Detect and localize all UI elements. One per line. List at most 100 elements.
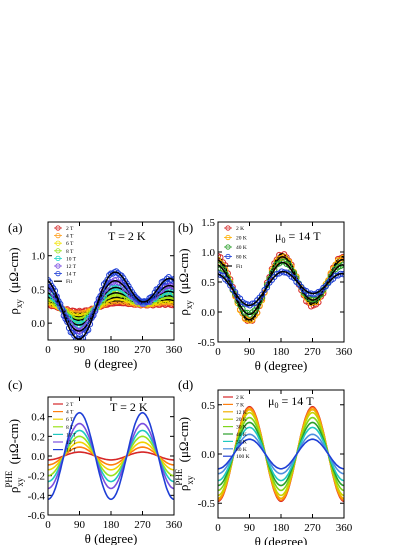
legend-label: 6 T xyxy=(66,417,74,423)
x-tick-label: 360 xyxy=(336,346,353,358)
legend-label: 10 T xyxy=(66,256,77,262)
series-line xyxy=(218,421,344,487)
legend-label: 50 K xyxy=(236,439,247,445)
x-tick-label: 90 xyxy=(74,519,86,531)
y-label-subscript: xy xyxy=(15,477,25,487)
legend-marker xyxy=(55,263,61,269)
legend-label: 30 K xyxy=(236,425,247,431)
x-axis-label: θ (degree) xyxy=(85,356,138,371)
x-tick-label: 360 xyxy=(336,522,353,534)
fit-line xyxy=(48,271,174,340)
fit-line xyxy=(48,280,174,332)
y-tick-label: 1.0 xyxy=(31,251,45,263)
data-point xyxy=(125,283,132,290)
y-label-units: (μΩ-cm) xyxy=(6,419,21,468)
fit-line xyxy=(218,270,344,307)
data-point xyxy=(99,286,106,294)
y-tick-label: 0.0 xyxy=(31,451,45,463)
series-line xyxy=(48,435,174,477)
series-line xyxy=(218,433,344,475)
y-tick-label: -0.5 xyxy=(198,337,216,349)
series-line xyxy=(48,446,174,466)
legend-marker xyxy=(55,270,61,277)
data-point xyxy=(278,258,285,265)
legend-label: 2 K xyxy=(236,226,244,232)
legend-fit-label: Fit xyxy=(236,264,243,270)
annotation-rest: = 14 T xyxy=(278,394,314,408)
legend-marker xyxy=(55,255,61,261)
series-line xyxy=(48,411,174,501)
annotation-sub: 0 xyxy=(281,236,285,245)
annotation: T = 2 K xyxy=(108,229,146,243)
legend-label: 40 K xyxy=(236,432,247,438)
panel-label: (a) xyxy=(8,220,22,235)
x-tick-label: 360 xyxy=(166,519,183,531)
legend-fit-label: Fit xyxy=(66,279,73,285)
legend-label: 20 K xyxy=(236,236,247,242)
x-tick-label: 90 xyxy=(74,344,86,356)
legend-label: 40 K xyxy=(236,245,247,251)
panel-label: (b) xyxy=(178,220,193,235)
y-label-subscript: xy xyxy=(14,299,24,309)
legend-marker xyxy=(55,225,61,231)
data-point xyxy=(259,291,266,298)
y-axis-label: ρxy (μΩ-cm) xyxy=(176,248,194,315)
x-axis-label: θ (degree) xyxy=(85,531,138,545)
y-tick-label: -0.6 xyxy=(28,510,46,522)
y-axis-label: ρxyPHE (μΩ-cm) xyxy=(4,419,25,493)
y-tick-label: -0.2 xyxy=(28,471,45,483)
y-label-symbol: ρ xyxy=(6,487,21,494)
x-tick-label: 270 xyxy=(304,346,321,358)
legend-marker xyxy=(225,225,231,231)
legend-label: 4 T xyxy=(66,234,74,240)
y-tick-label: 0.4 xyxy=(31,412,45,424)
data-group xyxy=(218,405,344,503)
series-line xyxy=(48,451,174,461)
annotation: μ0 = 14 T xyxy=(268,394,314,410)
data-point xyxy=(219,266,226,273)
x-tick-label: 0 xyxy=(215,346,221,358)
legend-label: 20 K xyxy=(236,417,247,423)
y-tick-label: 0.2 xyxy=(31,431,45,443)
data-point xyxy=(149,293,157,300)
data-point xyxy=(48,279,53,286)
x-tick-label: 0 xyxy=(45,519,51,531)
series-line xyxy=(218,438,344,470)
legend-label: 100 K xyxy=(236,454,250,460)
y-label-superscript: PHE xyxy=(174,468,184,486)
legend-label: 7 K xyxy=(236,402,244,408)
y-label-superscript: PHE xyxy=(4,470,14,488)
panel-d: 0 90 180 270 360 -0.5 0.0 0.5 θ (degree) ρxyPHE (… xyxy=(174,377,353,545)
legend-label: 12 T xyxy=(66,440,77,446)
y-tick-label: 0.0 xyxy=(201,307,215,319)
x-tick-label: 180 xyxy=(103,344,120,356)
legend-label: 2 T xyxy=(66,226,74,232)
x-axis-label: θ (degree) xyxy=(255,358,308,373)
x-tick-label: 0 xyxy=(45,344,51,356)
data-group xyxy=(48,411,174,501)
y-tick-label: 1.0 xyxy=(201,247,215,259)
data-group xyxy=(218,251,344,324)
y-label-units: (μΩ-cm) xyxy=(6,247,21,296)
y-tick-label: 0.5 xyxy=(201,277,215,289)
data-point xyxy=(120,274,127,281)
data-point xyxy=(132,293,139,301)
y-tick-label: 0.5 xyxy=(201,400,215,412)
data-point xyxy=(86,321,94,328)
data-point xyxy=(263,284,271,291)
x-tick-label: 270 xyxy=(304,522,321,534)
legend-label: 12 T xyxy=(66,264,77,270)
x-tick-label: 180 xyxy=(273,522,290,534)
data-point xyxy=(310,291,317,298)
legend-marker xyxy=(55,248,61,254)
legend: 2 K 20 K 40 K 80 K Fit xyxy=(224,225,247,270)
series-line xyxy=(48,429,174,483)
series-line xyxy=(48,441,174,471)
panel-label: (d) xyxy=(178,377,193,392)
y-tick-label: 0.0 xyxy=(201,449,215,461)
data-point xyxy=(218,252,222,260)
annotation: μ0 = 14 T xyxy=(275,229,321,245)
y-tick-label: -0.5 xyxy=(198,498,216,510)
